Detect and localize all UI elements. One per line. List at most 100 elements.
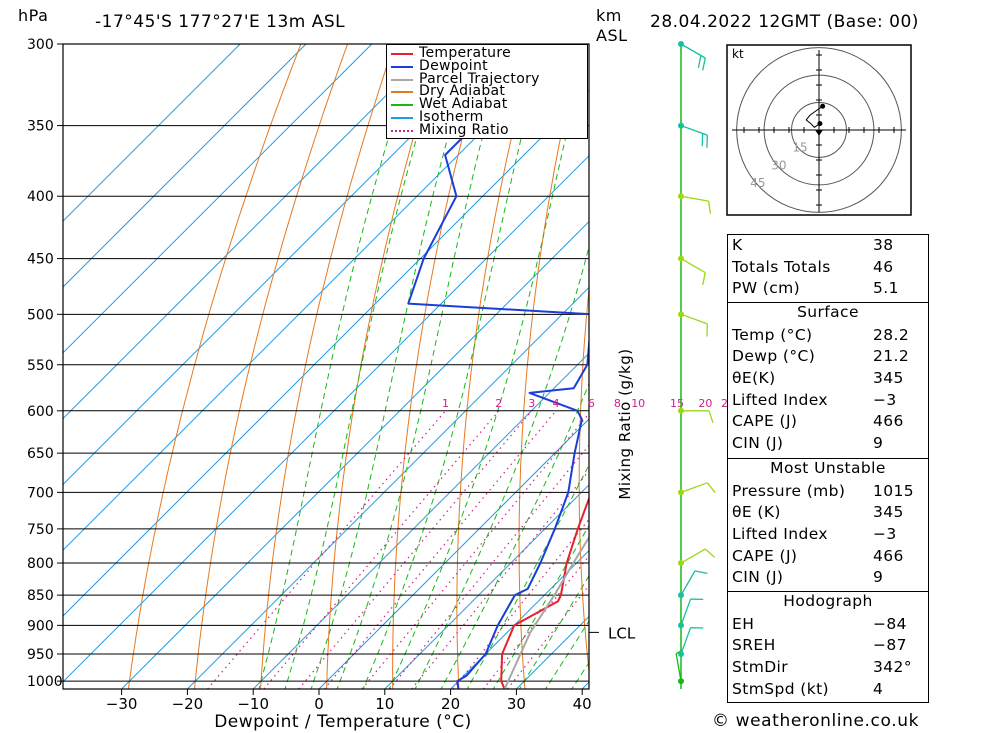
storm-motion-marker	[815, 129, 823, 136]
row-value: 466	[873, 412, 904, 431]
row-key: SREH	[732, 636, 776, 655]
pressure-tick-label: 400	[27, 189, 54, 205]
wind-barb-shaft	[680, 482, 708, 493]
plot-border	[62, 43, 590, 690]
table-row: Totals Totals 46	[728, 257, 928, 279]
legend-swatch	[391, 78, 413, 81]
row-value: −84	[873, 614, 907, 633]
table-row: CAPE (J) 466	[728, 411, 928, 433]
hodograph-end-dot	[820, 103, 826, 109]
row-key: StmSpd (kt)	[732, 679, 830, 698]
mixing-ratio-tick-label: 6	[588, 397, 595, 410]
legend-swatch	[391, 104, 413, 107]
temperature-tick-label: −30	[106, 695, 138, 713]
row-key: CIN (J)	[732, 434, 784, 453]
axis-labels: 1234681015202530035040045050055060065070…	[27, 37, 735, 732]
legend-label: Mixing Ratio	[419, 121, 509, 138]
row-value: 466	[873, 546, 904, 565]
x-axis-title: Dewpoint / Temperature (°C)	[214, 712, 472, 732]
wind-barb-flag	[706, 482, 716, 494]
pressure-unit-label: hPa	[18, 6, 49, 25]
row-key: EH	[732, 614, 755, 633]
row-key: θE(K)	[732, 369, 776, 388]
temperature-tick-label: 40	[573, 695, 592, 713]
legend-label: Dry Adiabat	[419, 83, 506, 100]
wind-barb-shaft	[680, 570, 696, 596]
isotherm-line	[63, 89, 589, 617]
row-value: 9	[873, 568, 884, 587]
table-row: Pressure (mb) 1015	[728, 481, 928, 503]
plot-frame	[57, 43, 599, 695]
lcl-label: LCL	[608, 624, 636, 642]
temperature-tick-label: 0	[314, 695, 324, 713]
dry-adiabat-line	[392, 44, 489, 689]
wind-barb-flag	[697, 55, 702, 69]
row-key: θE (K)	[732, 503, 781, 522]
row-value: 38	[873, 236, 894, 254]
temperature-tick-label: 20	[441, 695, 460, 713]
table-row: θE (K) 345	[728, 502, 928, 524]
table-row: K 38	[728, 235, 928, 257]
row-key: StmDir	[732, 658, 789, 677]
table-row: CIN (J) 9	[728, 433, 928, 455]
temperature-tick-label: 30	[507, 695, 526, 713]
dry-adiabat-line	[326, 44, 442, 689]
hodograph: kt 15 30 45	[726, 44, 912, 216]
mixing-ratio-tick-label: 10	[631, 397, 645, 410]
dry-adiabat-line	[637, 35, 675, 689]
pressure-tick-label: 300	[27, 37, 54, 53]
dewpoint-line	[407, 44, 589, 689]
pressure-tick-label: 500	[27, 307, 54, 323]
table-row: Lifted Index −3	[728, 390, 928, 412]
mixing-ratio-tick-label: 1	[442, 397, 449, 410]
dry-adiabat-line	[578, 284, 589, 676]
indices-panel: K 38 Totals Totals 46 PW (cm) 5.1	[727, 234, 929, 303]
legend-swatch	[391, 53, 413, 55]
copyright-link[interactable]: © weatheronline.co.uk	[712, 711, 920, 731]
legend-swatch	[391, 91, 413, 94]
isotherm-line	[450, 549, 589, 689]
isotherm-line	[63, 155, 589, 683]
table-row: Temp (°C) 28.2	[728, 325, 928, 347]
row-key: Pressure (mb)	[732, 481, 846, 500]
temperature-tick-label: 10	[375, 695, 394, 713]
pressure-tick-label: 450	[27, 252, 54, 268]
legend-item: Isotherm	[387, 110, 587, 124]
surface-panel: Surface Temp (°C) 28.2 Dewp (°C) 21.2 θE(K) 3…	[727, 302, 929, 459]
mixing-ratio-line	[482, 555, 589, 689]
dry-adiabat-line	[194, 44, 349, 689]
row-value: 1015	[873, 481, 915, 500]
table-row: Lifted Index −3	[728, 524, 928, 546]
isotherm-line	[63, 44, 570, 551]
hodograph-panel: Hodograph EH −84 SREH −87 StmDir 342° StmSpd (…	[727, 591, 929, 703]
legend-label: Wet Adiabat	[419, 96, 508, 113]
row-key: Lifted Index	[732, 525, 828, 544]
table-row: StmSpd (kt) 4	[728, 679, 928, 701]
hodograph-start-dot	[817, 121, 823, 127]
wind-barb-shaft	[680, 627, 692, 655]
isotherm-line	[384, 484, 589, 689]
asl-unit-label: ASL	[596, 26, 628, 45]
pressure-tick-label: 600	[27, 404, 54, 420]
wind-profile	[675, 41, 716, 689]
row-value: 9	[873, 434, 884, 453]
km-unit-label: km	[596, 6, 622, 25]
mixing-ratio-tick-label: 8	[614, 397, 621, 410]
most-unstable-title: Most Unstable	[770, 459, 886, 477]
row-value: 4	[873, 679, 884, 698]
mixing-ratio-line	[298, 410, 533, 689]
profile-series	[407, 44, 589, 689]
background-lines	[63, 35, 1000, 689]
hodograph-ring-label: 30	[771, 158, 786, 172]
legend-item: Dry Adiabat	[387, 83, 587, 100]
dry-adiabat-line	[953, 35, 1000, 689]
row-value: 345	[873, 369, 904, 388]
hodograph-trace	[805, 105, 823, 128]
mixing-ratio-tick-label: 3	[528, 397, 535, 410]
table-row: EH −84	[728, 614, 928, 636]
row-value: 342°	[873, 658, 912, 677]
isotherm-line	[187, 286, 589, 689]
row-value: 5.1	[873, 279, 899, 298]
hodograph-ring-label: 15	[792, 141, 807, 155]
